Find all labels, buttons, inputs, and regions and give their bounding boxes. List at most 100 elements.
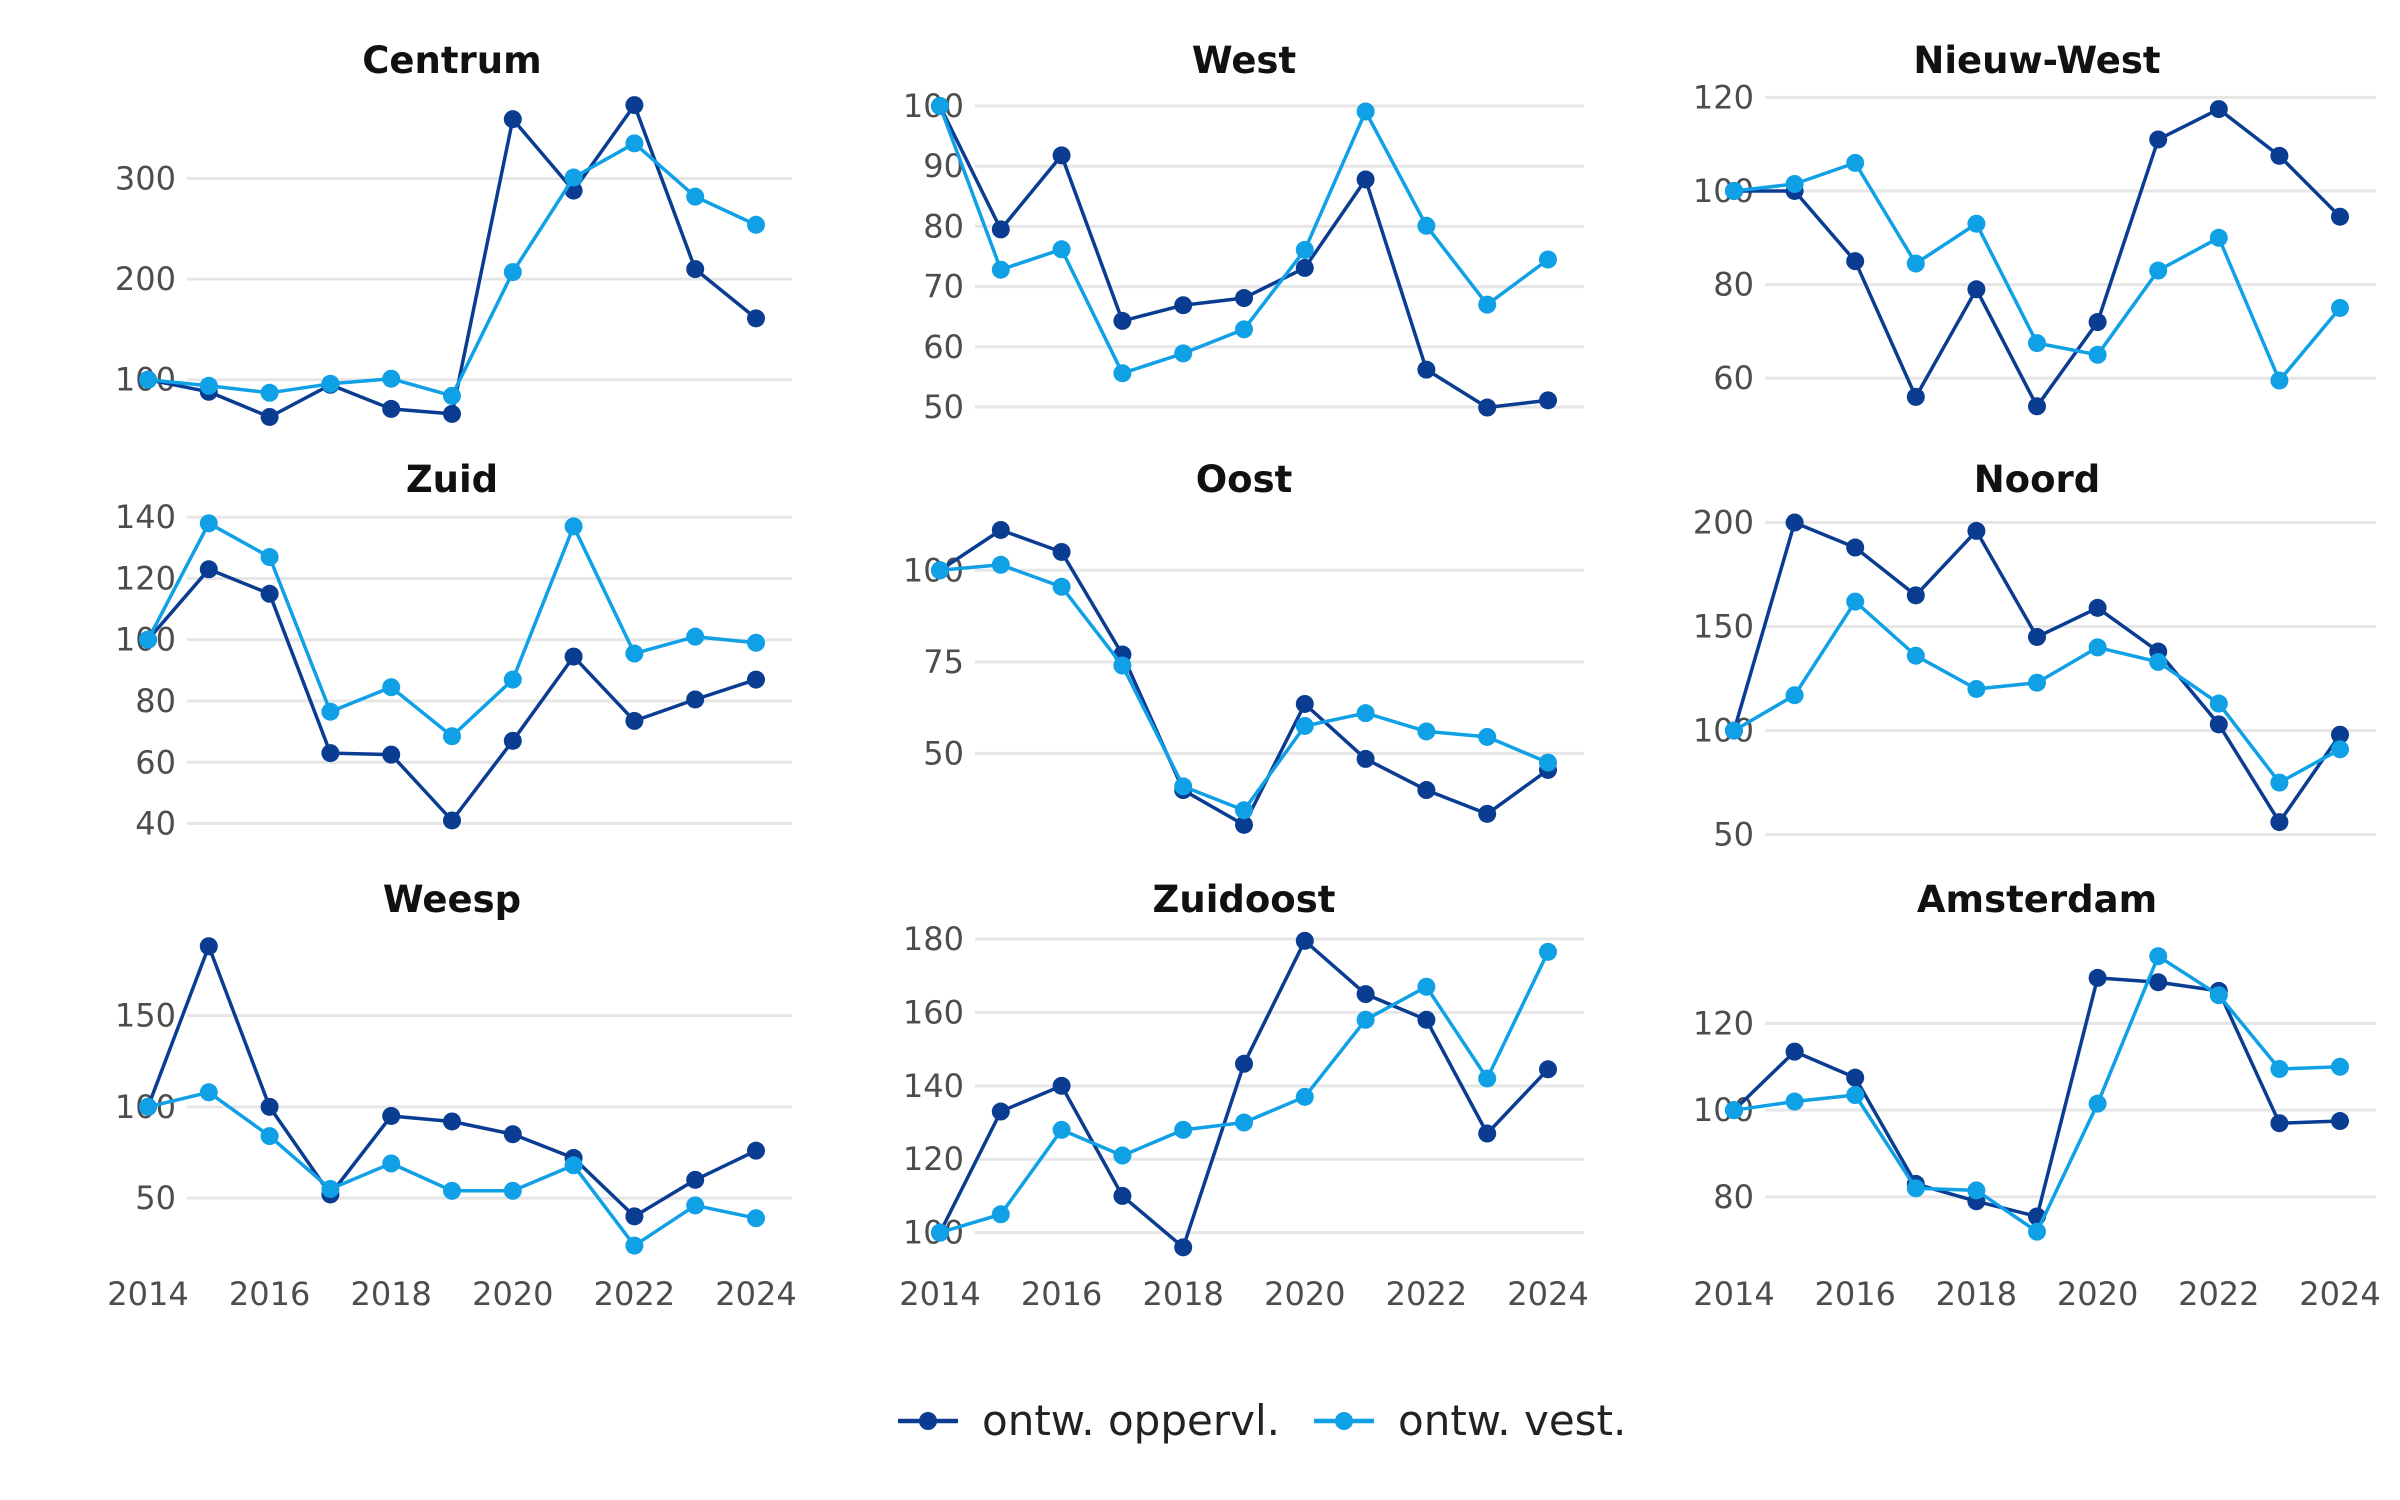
data-point-ontw-vest (2149, 261, 2168, 280)
panel-title: Amsterdam (1917, 878, 2157, 921)
data-point-ontw-oppervl (2331, 725, 2349, 744)
data-point-ontw-oppervl (443, 811, 461, 830)
panel-title: West (1192, 39, 1296, 82)
data-point-ontw-vest (1478, 1069, 1497, 1088)
data-point-ontw-vest (1113, 656, 1132, 675)
data-point-ontw-vest (991, 1205, 1010, 1224)
data-point-ontw-vest (2209, 986, 2228, 1005)
x-tick-label: 2022 (594, 1275, 675, 1313)
data-point-ontw-vest (443, 386, 461, 405)
data-point-ontw-oppervl (2028, 397, 2046, 416)
data-point-ontw-vest (2028, 334, 2046, 353)
panel-weesp: Weesp50100150201420162018202020222024 (107, 878, 796, 1313)
data-point-ontw-vest (1235, 801, 1253, 820)
data-point-ontw-oppervl (686, 690, 705, 709)
x-tick-label: 2014 (1693, 1275, 1774, 1313)
y-tick-label: 40 (135, 805, 176, 843)
data-point-ontw-vest (991, 260, 1010, 279)
data-point-ontw-vest (260, 548, 279, 567)
data-point-ontw-vest (1235, 1113, 1253, 1132)
data-point-ontw-vest (1295, 716, 1314, 735)
data-point-ontw-oppervl (1295, 258, 1314, 277)
y-tick-label: 150 (115, 997, 176, 1035)
data-point-ontw-vest (1725, 721, 1743, 740)
data-point-ontw-vest (1417, 216, 1436, 235)
data-point-ontw-vest (2028, 1222, 2046, 1241)
data-point-ontw-vest (382, 369, 401, 388)
data-point-ontw-oppervl (1906, 387, 1925, 406)
y-tick-label: 50 (1713, 816, 1754, 854)
x-tick-label: 2018 (1936, 1275, 2017, 1313)
data-point-ontw-vest (1846, 153, 1865, 172)
data-point-ontw-vest (2028, 673, 2046, 692)
data-point-ontw-oppervl (1174, 296, 1193, 315)
data-point-ontw-vest (1235, 320, 1253, 339)
y-tick-label: 80 (135, 682, 176, 720)
data-point-ontw-vest (1052, 240, 1071, 259)
y-tick-label: 80 (1713, 266, 1754, 304)
data-point-ontw-vest (747, 633, 765, 652)
data-point-ontw-oppervl (1785, 1042, 1804, 1061)
data-point-ontw-vest (1539, 942, 1557, 961)
data-point-ontw-vest (564, 1156, 583, 1175)
data-point-ontw-vest (686, 187, 705, 206)
data-point-ontw-oppervl (1846, 252, 1865, 271)
data-point-ontw-oppervl (1235, 815, 1253, 834)
data-point-ontw-oppervl (2088, 968, 2107, 987)
series-line-ontw-vest (939, 951, 1550, 1235)
data-point-ontw-vest (199, 376, 218, 395)
y-tick-label: 120 (1693, 1004, 1754, 1042)
y-tick-label: 120 (903, 1140, 964, 1178)
y-tick-label: 50 (135, 1179, 176, 1217)
y-tick-label: 75 (923, 643, 964, 681)
y-tick-label: 100 (1693, 712, 1754, 750)
data-point-ontw-vest (1906, 1179, 1925, 1198)
y-tick-label: 70 (923, 268, 964, 306)
y-tick-label: 200 (1693, 504, 1754, 542)
data-point-ontw-vest (2209, 228, 2228, 247)
data-point-ontw-vest (931, 561, 949, 580)
data-point-ontw-vest (199, 1083, 218, 1102)
data-point-ontw-oppervl (1846, 1068, 1865, 1087)
data-point-ontw-vest (139, 1097, 157, 1116)
data-point-ontw-oppervl (2270, 1114, 2289, 1133)
data-point-ontw-oppervl (1174, 1238, 1193, 1257)
legend: ontw. oppervl. ontw. vest. (898, 1396, 1626, 1445)
data-point-ontw-vest (139, 370, 157, 389)
data-point-ontw-vest (443, 1181, 461, 1200)
data-point-ontw-vest (1174, 344, 1193, 363)
data-point-ontw-vest (1295, 1087, 1314, 1106)
x-tick-label: 2020 (1264, 1275, 1345, 1313)
data-point-ontw-vest (747, 1209, 765, 1228)
data-point-ontw-oppervl (991, 520, 1010, 539)
data-point-ontw-oppervl (564, 647, 583, 666)
y-tick-label: 60 (135, 743, 176, 781)
data-point-ontw-vest (625, 644, 644, 663)
data-point-ontw-oppervl (260, 1097, 279, 1116)
data-point-ontw-oppervl (1967, 521, 1986, 540)
panel-centrum: Centrum100200300 (115, 39, 792, 426)
y-tick-label: 80 (1713, 1178, 1754, 1216)
data-point-ontw-vest (2088, 345, 2107, 364)
data-point-ontw-oppervl (1906, 586, 1925, 605)
data-point-ontw-vest (1113, 364, 1132, 383)
data-point-ontw-oppervl (443, 404, 461, 423)
legend-swatch-dot (1335, 1412, 1353, 1430)
panel-title: Nieuw-West (1913, 39, 2160, 82)
data-point-ontw-oppervl (1417, 1010, 1436, 1029)
data-point-ontw-oppervl (1967, 280, 1986, 299)
panel-title: Zuidoost (1153, 878, 1336, 921)
data-point-ontw-oppervl (2270, 146, 2289, 165)
legend-label: ontw. oppervl. (982, 1396, 1280, 1445)
panel-title: Noord (1974, 458, 2101, 501)
data-point-ontw-vest (1846, 1086, 1865, 1104)
data-point-ontw-vest (1846, 592, 1865, 611)
data-point-ontw-oppervl (2088, 313, 2107, 332)
data-point-ontw-vest (1906, 254, 1925, 273)
y-tick-label: 150 (1693, 608, 1754, 646)
data-point-ontw-oppervl (1417, 781, 1436, 800)
series-line-ontw-oppervl (938, 939, 1550, 1250)
data-point-ontw-oppervl (991, 1102, 1010, 1121)
data-point-ontw-vest (625, 134, 644, 153)
panel-title: Weesp (383, 878, 521, 921)
